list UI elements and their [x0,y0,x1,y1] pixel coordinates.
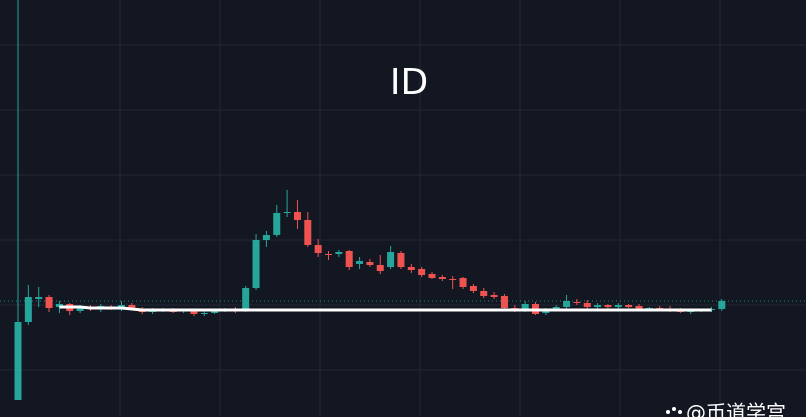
candle-body [500,296,508,308]
candle-body [200,313,208,314]
candle-body [449,279,457,280]
candle-body [242,288,250,310]
candle-body [438,277,446,279]
candle-body [552,307,560,309]
candle-body [428,274,436,278]
chart-title: ID [390,62,428,103]
candle-body [273,213,281,235]
watermark-text: @币道学宫 [686,401,786,417]
candle-body [573,302,581,303]
candle-body [128,305,136,309]
candle-body [604,305,612,307]
candle-body [521,304,529,310]
candle-body [376,265,384,271]
candle-body [366,262,374,265]
candle-body [293,212,301,220]
candle-body [614,305,622,307]
candle-body [190,311,198,314]
candle-body [356,261,364,264]
candle-body [283,212,291,213]
candle-body [407,267,415,270]
candle-body [14,322,22,400]
candle-body [252,240,260,288]
candle-body [45,297,53,308]
candle-body [418,269,426,275]
candle-body [583,303,591,307]
candle-body [563,301,571,307]
candle-body [345,251,353,267]
candle-body [325,254,332,255]
candle-body [625,305,633,307]
candle-body [387,252,395,267]
candle-body [397,253,405,267]
candle-body [24,297,32,322]
candle-body [314,245,322,253]
candle-body [35,297,43,299]
candle-body [469,286,477,291]
candle-body [262,235,270,240]
watermark: @币道学宫 [666,401,786,417]
candle-body [304,220,312,245]
candle-body [718,301,726,309]
candle-body [459,278,467,287]
candle-body [480,291,488,296]
candle-body [76,307,84,311]
candle-body [635,306,643,309]
candle-body [335,252,343,254]
moving-average-line [59,305,712,312]
candle-body [490,295,498,297]
candle-body [594,305,602,307]
